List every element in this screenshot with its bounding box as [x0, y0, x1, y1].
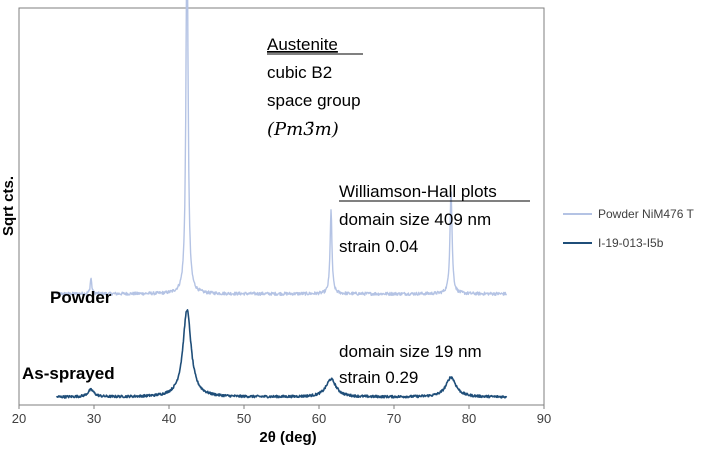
x-tick-label: 20 [12, 411, 26, 426]
series-line-as-sprayed [55, 308, 508, 399]
annotation-powder-strain: strain 0.04 [339, 237, 418, 256]
x-tick-label: 90 [537, 411, 551, 426]
series-layer [55, 0, 508, 399]
x-tick-label: 50 [237, 411, 251, 426]
legend-label-as-sprayed: I-19-013-I5b [598, 236, 664, 250]
x-tick-label: 60 [312, 411, 326, 426]
x-axis-title: 2θ (deg) [259, 429, 316, 446]
annotation-powder-domain: domain size 409 nm [339, 210, 491, 229]
x-axis-ticks: 20 30 40 50 60 70 80 90 [12, 405, 551, 426]
series-label-powder: Powder [50, 288, 112, 307]
annotation-phase-line1: cubic B2 [267, 63, 332, 82]
x-tick-label: 30 [87, 411, 101, 426]
annotation-sprayed-domain: domain size 19 nm [339, 342, 482, 361]
x-tick-label: 70 [387, 411, 401, 426]
plot-area-frame [18, 7, 545, 406]
legend: Powder NiM476 T I-19-013-I5b [563, 207, 694, 250]
annotation-phase-title: Austenite [267, 35, 338, 54]
y-axis-title: Sqrt cts. [0, 176, 17, 236]
x-tick-label: 80 [462, 411, 476, 426]
legend-label-powder: Powder NiM476 T [598, 207, 694, 221]
series-label-as-sprayed: As-sprayed [22, 364, 115, 383]
series-line-powder [55, 0, 508, 296]
annotation-phase-line3: (Pm3̄m) [267, 119, 339, 140]
x-tick-label: 40 [162, 411, 176, 426]
annotation-phase-line2: space group [267, 91, 361, 110]
annotation-wh-title: Williamson-Hall plots [339, 182, 497, 201]
annotation-sprayed-strain: strain 0.29 [339, 368, 418, 387]
